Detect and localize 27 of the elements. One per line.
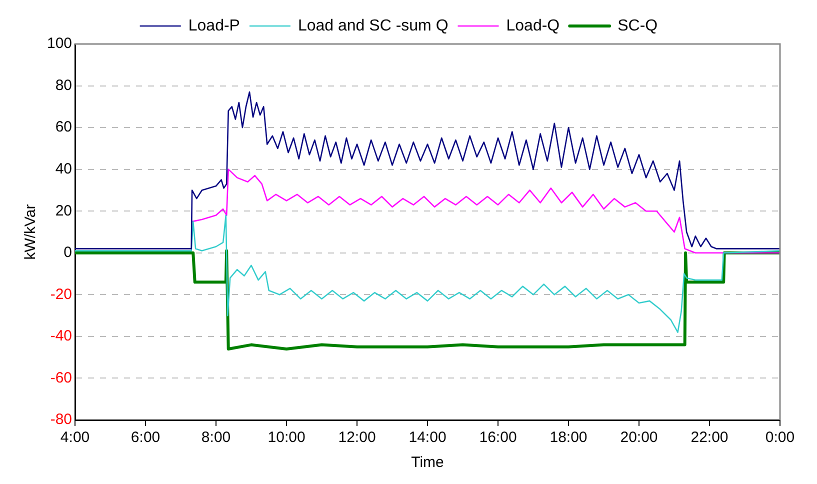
- y-tick-label: 40: [55, 160, 72, 178]
- x-tick-label: 22:00: [690, 429, 728, 446]
- x-tick-label: 0:00: [765, 429, 795, 446]
- x-tick-label: 16:00: [479, 429, 517, 446]
- x-tick-label: 20:00: [620, 429, 658, 446]
- x-tick-label: 10:00: [268, 429, 306, 446]
- x-tick-label: 6:00: [130, 429, 160, 446]
- y-tick-label: -60: [50, 369, 72, 386]
- y-tick-label: 100: [46, 35, 72, 52]
- x-tick-label: 4:00: [60, 429, 90, 446]
- y-tick-label: 80: [55, 76, 72, 94]
- y-tick-label: 20: [55, 202, 72, 220]
- legend-label: Load-P: [188, 17, 240, 34]
- y-tick-label: -40: [50, 328, 72, 345]
- x-tick-label: 18:00: [550, 429, 588, 446]
- legend-label: Load-Q: [506, 17, 560, 34]
- x-tick-label: 8:00: [201, 429, 231, 446]
- y-tick-label: 0: [64, 244, 72, 262]
- x-tick-label: 14:00: [408, 429, 446, 446]
- y-tick-label: 60: [55, 118, 72, 136]
- x-axis-title: Time: [411, 454, 444, 472]
- y-tick-label: -80: [50, 411, 72, 428]
- legend-label: SC-Q: [618, 17, 658, 34]
- legend-label: Load and SC -sum Q: [298, 17, 448, 34]
- x-tick-label: 12:00: [338, 429, 376, 446]
- y-tick-label: -20: [50, 286, 72, 303]
- y-axis-title: kW/kVar: [22, 204, 40, 260]
